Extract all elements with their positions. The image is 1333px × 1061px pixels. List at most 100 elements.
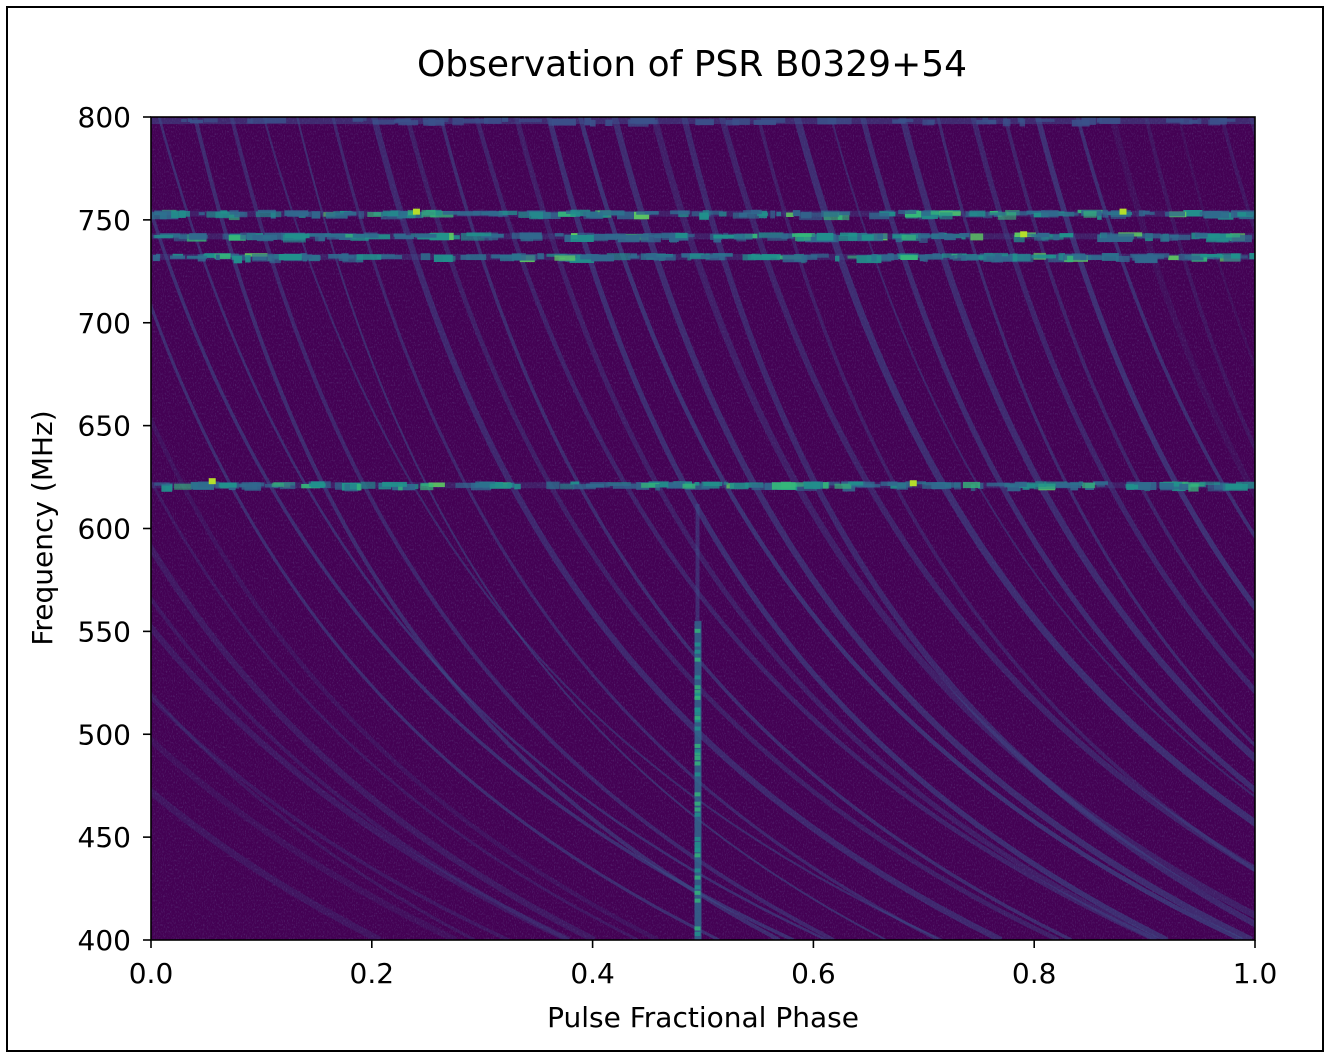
rfi-speckle	[605, 483, 620, 487]
pulse-speckle	[694, 898, 701, 903]
rfi-speckle	[282, 234, 306, 243]
rfi-speckle	[442, 255, 456, 262]
rfi-speckle	[519, 232, 542, 239]
pulse-speckle	[694, 715, 701, 720]
rfi-speckle	[931, 483, 945, 490]
hot-pixel	[909, 480, 917, 487]
rfi-speckle	[952, 255, 979, 261]
rfi-speckle	[792, 210, 801, 217]
rfi-speckle	[1012, 253, 1018, 262]
rfi-speckle	[1110, 233, 1135, 239]
rfi-speckle	[1203, 210, 1229, 219]
rfi-speckle	[154, 234, 174, 239]
rfi-speckle	[898, 209, 917, 214]
rfi-speckle	[1019, 118, 1026, 127]
rfi-speckle	[901, 234, 916, 241]
rfi-speckle	[358, 211, 365, 219]
rfi-speckle	[584, 117, 592, 126]
rfi-speckle	[856, 255, 882, 264]
rfi-speckle	[215, 254, 220, 261]
y-tick-label: 650	[78, 410, 131, 443]
rfi-speckle	[558, 211, 576, 217]
rfi-speckle	[1031, 254, 1056, 259]
rfi-speckle	[560, 483, 575, 490]
rfi-speckle	[640, 234, 661, 243]
rfi-speckle	[733, 233, 753, 240]
rfi-speckle	[785, 233, 794, 239]
rfi-speckle	[875, 254, 899, 260]
rfi-speckle	[1100, 232, 1113, 240]
rfi-speckle	[790, 482, 804, 487]
rfi-speckle	[1138, 482, 1157, 490]
rfi-speckle	[529, 211, 543, 220]
rfi-speckle	[1044, 481, 1068, 487]
rfi-speckle	[675, 482, 685, 487]
rfi-speckle	[372, 119, 395, 125]
rfi-speckle	[1053, 234, 1060, 241]
pulse-speckle	[694, 696, 701, 701]
plot-area	[150, 116, 1256, 941]
rfi-speckle	[869, 212, 890, 220]
rfi-speckle	[712, 253, 733, 257]
rfi-speckle	[415, 234, 437, 238]
y-tick-label: 500	[78, 718, 131, 751]
rfi-speckle	[1125, 484, 1130, 489]
rfi-speckle	[546, 253, 568, 257]
rfi-speckle	[1195, 232, 1208, 238]
hot-pixel	[1119, 208, 1127, 215]
rfi-speckle	[739, 212, 748, 218]
rfi-speckle	[982, 117, 989, 122]
rfi-speckle	[590, 119, 596, 127]
rfi-speckle	[1041, 210, 1059, 218]
rfi-speckle	[420, 253, 431, 261]
y-tick-label: 400	[78, 924, 131, 957]
heatmap-features	[151, 117, 1255, 940]
rfi-speckle	[356, 254, 382, 260]
dispersion-sweep	[1075, 117, 1255, 540]
pulse-speckle	[694, 772, 701, 777]
dispersion-sweep	[404, 117, 1060, 940]
rfi-speckle	[338, 254, 349, 262]
rfi-speckle	[655, 484, 660, 491]
pulse-speckle	[694, 807, 701, 812]
rfi-speckle	[978, 483, 984, 489]
rfi-speckle	[537, 253, 544, 260]
rfi-speckle	[983, 211, 993, 219]
rfi-speckle	[627, 255, 640, 259]
rfi-speckle	[258, 209, 276, 213]
rfi-speckle	[228, 235, 246, 241]
rfi-speckle	[291, 254, 313, 259]
rfi-speckle	[1097, 212, 1102, 220]
rfi-speckle	[729, 482, 749, 490]
rfi-speckle	[159, 211, 179, 220]
rfi-speckle	[1146, 253, 1154, 258]
rfi-speckle	[189, 119, 203, 123]
rfi-speckle	[718, 255, 724, 260]
rfi-speckle	[1200, 253, 1223, 258]
rfi-speckle	[518, 118, 542, 123]
rfi-speckle	[514, 483, 521, 490]
rfi-speckle	[751, 483, 775, 491]
rfi-speckle	[382, 210, 399, 217]
rfi-speckle	[1096, 481, 1105, 487]
rfi-speckle	[345, 234, 353, 238]
rfi-speckle	[1083, 211, 1097, 218]
rfi-speckle	[1149, 211, 1155, 215]
rfi-speckle	[670, 210, 690, 215]
rfi-speckle	[488, 211, 508, 217]
pulse-speckle	[694, 743, 701, 748]
rfi-speckle	[770, 210, 775, 219]
rfi-speckle	[382, 481, 407, 487]
x-axis: 0.0 0.2 0.4 0.6 0.8 1.0	[129, 940, 1277, 990]
rfi-speckle	[352, 233, 368, 238]
rfi-speckle	[921, 210, 931, 216]
pulse-speckle	[694, 685, 701, 690]
rfi-speckle	[713, 234, 738, 239]
rfi-speckle	[1102, 209, 1109, 218]
rfi-speckle	[186, 255, 207, 259]
rfi-speckle	[1058, 253, 1065, 261]
rfi-speckle	[519, 254, 537, 261]
rfi-speckle	[360, 481, 376, 489]
y-tick-label: 450	[78, 821, 131, 854]
rfi-speckle	[888, 481, 898, 486]
